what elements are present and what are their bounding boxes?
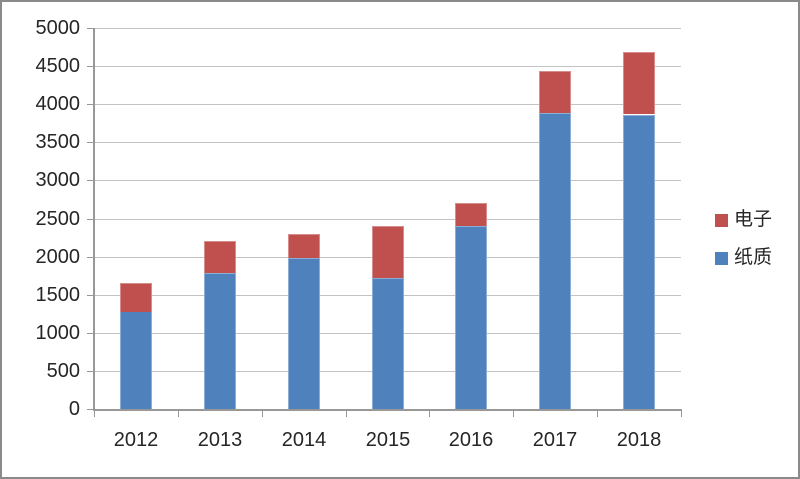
- y-tick-label: 1000: [35, 322, 81, 344]
- bar-segment-纸质-2014: [288, 258, 320, 409]
- y-axis-tick: [87, 104, 93, 105]
- gridline: [94, 66, 681, 67]
- legend-swatch-纸质: [715, 251, 728, 265]
- bar-segment-电子-2013: [204, 241, 236, 273]
- x-axis-tick: [513, 411, 514, 417]
- y-axis-tick: [87, 142, 93, 143]
- y-tick-label: 5000: [35, 17, 81, 39]
- legend-item-纸质: 纸质: [715, 246, 772, 270]
- bar-segment-电子-2015: [372, 226, 404, 278]
- y-tick-label: 3000: [35, 169, 81, 191]
- legend-swatch-电子: [715, 213, 728, 227]
- x-axis-tick: [429, 411, 430, 417]
- gridline: [94, 219, 681, 220]
- bar-segment-纸质-2016: [455, 226, 487, 409]
- y-axis-tick: [87, 219, 93, 220]
- bar-segment-纸质-2013: [204, 273, 236, 409]
- y-axis-tick: [87, 180, 93, 181]
- y-tick-label: 4000: [35, 93, 81, 115]
- bar-segment-电子-2016: [455, 203, 487, 226]
- gridline: [94, 180, 681, 181]
- x-axis-tick: [94, 411, 95, 417]
- bar-segment-电子-2017: [539, 71, 571, 113]
- x-tick-label-2013: 2013: [197, 429, 243, 451]
- x-axis-tick: [681, 411, 682, 417]
- x-axis-tick: [178, 411, 179, 417]
- bar-segment-纸质-2012: [120, 311, 152, 409]
- x-axis-tick: [346, 411, 347, 417]
- y-tick-label: 2000: [35, 246, 81, 268]
- x-axis-tick: [262, 411, 263, 417]
- legend-label-纸质: 纸质: [734, 247, 773, 268]
- x-axis: [93, 409, 682, 411]
- y-tick-label: 3500: [35, 131, 81, 153]
- bar-segment-纸质-2018: [623, 115, 655, 409]
- gridline: [94, 142, 681, 143]
- y-axis-tick: [87, 66, 93, 67]
- legend-item-电子: 电子: [715, 208, 772, 232]
- y-axis-tick: [87, 333, 93, 334]
- bar-segment-电子-2014: [288, 234, 320, 258]
- bar-segment-纸质-2017: [539, 113, 571, 409]
- x-axis-tick: [597, 411, 598, 417]
- x-tick-label-2017: 2017: [532, 429, 578, 451]
- x-tick-label-2015: 2015: [365, 429, 411, 451]
- bar-segment-纸质-2015: [372, 278, 404, 409]
- y-tick-label: 1500: [35, 284, 81, 306]
- y-axis-tick: [87, 409, 93, 410]
- x-tick-label-2012: 2012: [113, 429, 159, 451]
- y-axis-tick: [87, 28, 93, 29]
- bar-segment-电子-2018: [623, 52, 655, 114]
- y-tick-label: 0: [68, 398, 80, 420]
- y-axis-tick: [87, 295, 93, 296]
- bar-segment-电子-2012: [120, 283, 152, 312]
- x-tick-label-2014: 2014: [281, 429, 327, 451]
- legend-label-电子: 电子: [734, 209, 773, 230]
- x-tick-label-2016: 2016: [448, 429, 494, 451]
- y-tick-label: 4500: [35, 55, 81, 77]
- gridline: [94, 104, 681, 105]
- y-tick-label: 2500: [35, 208, 81, 230]
- y-axis-tick: [87, 257, 93, 258]
- y-axis: [93, 28, 95, 411]
- y-axis-tick: [87, 371, 93, 372]
- gridline: [94, 28, 681, 29]
- y-tick-label: 500: [46, 360, 80, 382]
- x-tick-label-2018: 2018: [616, 429, 662, 451]
